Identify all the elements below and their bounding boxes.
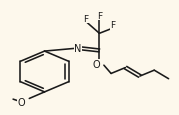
- Text: F: F: [83, 14, 88, 23]
- Text: O: O: [92, 60, 100, 70]
- Text: O: O: [17, 98, 25, 108]
- Text: F: F: [97, 12, 102, 21]
- Text: N: N: [74, 43, 81, 53]
- Text: F: F: [110, 21, 115, 30]
